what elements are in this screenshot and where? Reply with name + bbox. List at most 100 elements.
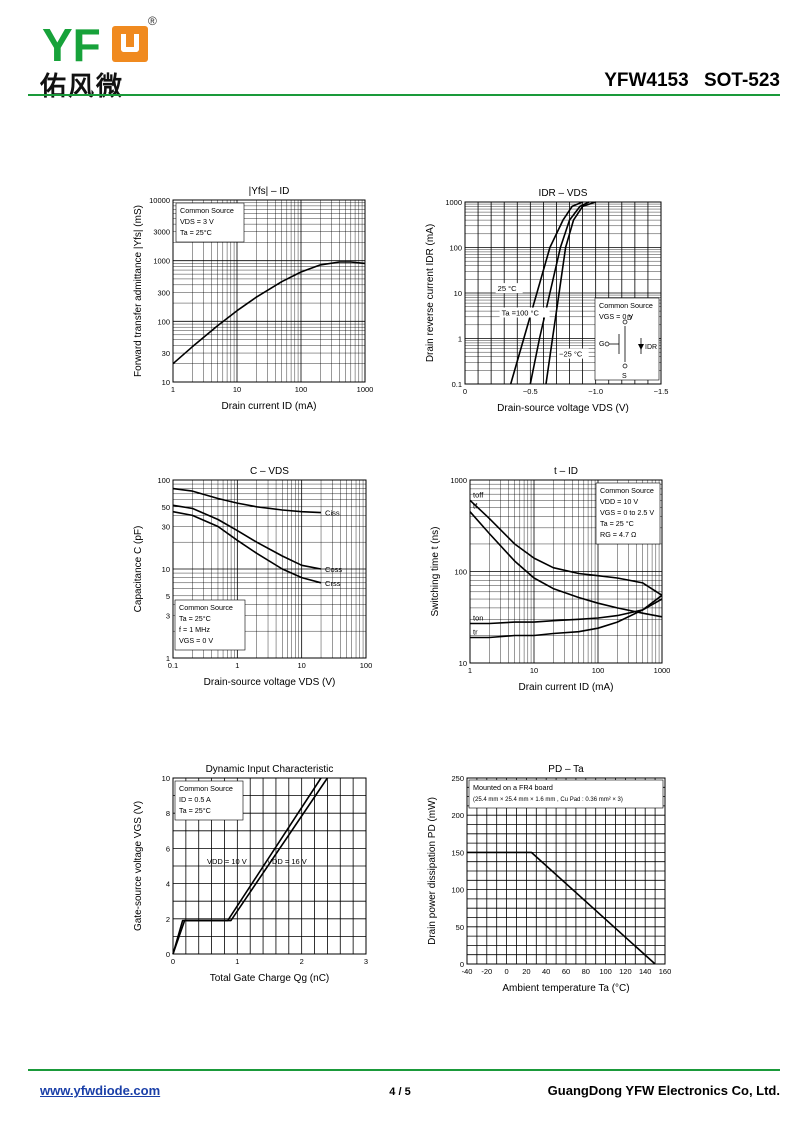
x-axis-label: Drain current ID (mA) [221,401,316,412]
footer-rule [28,1069,780,1071]
y-tick-label: 100 [157,476,170,485]
y-axis-label: Drain reverse current IDR (mA) [425,224,436,362]
mosfet-drain-terminal [622,319,628,325]
x-tick-label: 140 [639,967,652,976]
series-label: tf [473,502,478,511]
y-tick-label: 6 [166,844,170,853]
series-line [545,201,596,385]
company-logo: YF ® 佑风微 [38,10,178,102]
x-tick-label: 3 [364,957,368,966]
legend-line: Common Source [179,784,233,793]
plot-frame [172,479,367,659]
x-tick-label: 1 [468,666,472,675]
x-tick-label: 100 [295,385,308,394]
y-tick-label: 150 [451,848,464,857]
y-axis-label: Forward transfer admittance |Yfs| (mS) [133,205,144,377]
series-label: tr [473,627,478,636]
x-tick-label: 20 [522,967,530,976]
y-tick-label: 30 [162,523,170,532]
x-axis-label: Drain-source voltage VDS (V) [204,677,336,688]
series-line [172,261,366,365]
mosfet-label-g: G [599,341,604,348]
plot-frame [464,201,662,385]
chart-title: PD – Ta [548,764,584,775]
x-tick-label: 80 [582,967,590,976]
registered-mark: ® [148,14,157,28]
x-axis-label: Drain-source voltage VDS (V) [497,403,629,414]
series-label: toff [473,490,484,499]
y-tick-label: 1 [166,654,170,663]
y-tick-label: 10 [162,378,170,387]
y-tick-label: 10 [162,774,170,783]
series-line [467,851,656,965]
x-tick-label: 40 [542,967,550,976]
y-tick-label: 1 [458,335,462,344]
website-link[interactable]: www.yfwdiode.com [40,1083,161,1098]
chart-title: t – ID [554,466,578,477]
y-tick-label: 30 [162,349,170,358]
series-line [470,598,663,639]
series-line [529,201,590,385]
mosfet-source-terminal [622,363,628,369]
plot-frame [469,479,663,664]
plot-frame [172,199,366,383]
series-line [172,487,322,514]
y-tick-label: 0 [460,960,464,969]
series-label: ton [473,614,483,623]
x-axis-label: Ambient temperature Ta (°C) [502,983,629,994]
legend-line: Common Source [600,486,654,495]
x-tick-label: 100 [599,967,612,976]
mosfet-label-idr: IDR [645,344,657,351]
legend-line: Ta = 25 °C [600,519,634,528]
x-tick-label: −1.0 [588,387,603,396]
legend-line: VGS = 0 V [599,312,633,321]
legend-box [175,202,245,243]
legend-box [174,780,244,821]
x-tick-label: -40 [462,967,473,976]
y-tick-label: 0.1 [452,380,462,389]
annotation-bg [499,307,550,318]
y-tick-label: 10 [459,659,467,668]
series-line [172,504,322,570]
annotation-label: −25 °C [559,350,583,359]
y-tick-label: 3000 [153,228,170,237]
page-number: 4 / 5 [389,1086,411,1098]
y-axis-label: Capacitance C (pF) [133,526,144,613]
legend-line: ID = 0.5 A [179,795,211,804]
y-tick-label: 10000 [149,196,170,205]
y-tick-label: 250 [451,774,464,783]
legend-line: RG = 4.7 Ω [600,530,637,539]
x-tick-label: 10 [530,666,538,675]
annotation-label: 25 °C [498,284,517,293]
y-tick-label: 100 [157,317,170,326]
x-axis-label: Total Gate Charge Qg (nC) [210,973,330,984]
logo-letters-yf: YF [42,19,101,71]
series-line [469,499,663,596]
logo-chinese-name: 佑风微 [40,72,125,102]
legend-line: VGS = 0 V [179,636,213,645]
plot-frame [172,777,367,955]
x-tick-label: −1.5 [654,387,669,396]
series-line [469,511,663,618]
series-line [172,777,329,955]
x-tick-label: 10 [233,385,241,394]
y-axis-label: Gate-source voltage VGS (V) [133,801,144,931]
series-label: Crss [325,579,341,588]
x-tick-label: 1000 [357,385,374,394]
y-tick-label: 200 [451,811,464,820]
legend-line: Common Source [599,301,653,310]
chart-title: |Yfs| – ID [249,186,290,197]
legend-line: Ta = 25°C [179,614,211,623]
x-tick-label: 60 [562,967,570,976]
x-tick-label: 0.1 [168,661,178,670]
y-tick-label: 1000 [153,257,170,266]
y-tick-label: 10 [454,289,462,298]
series-line [509,201,583,385]
series-line [172,510,322,584]
y-tick-label: 0 [166,950,170,959]
y-tick-label: 5 [166,592,170,601]
y-tick-label: 2 [166,915,170,924]
legend-line: Mounted on a FR4 board [473,783,553,792]
